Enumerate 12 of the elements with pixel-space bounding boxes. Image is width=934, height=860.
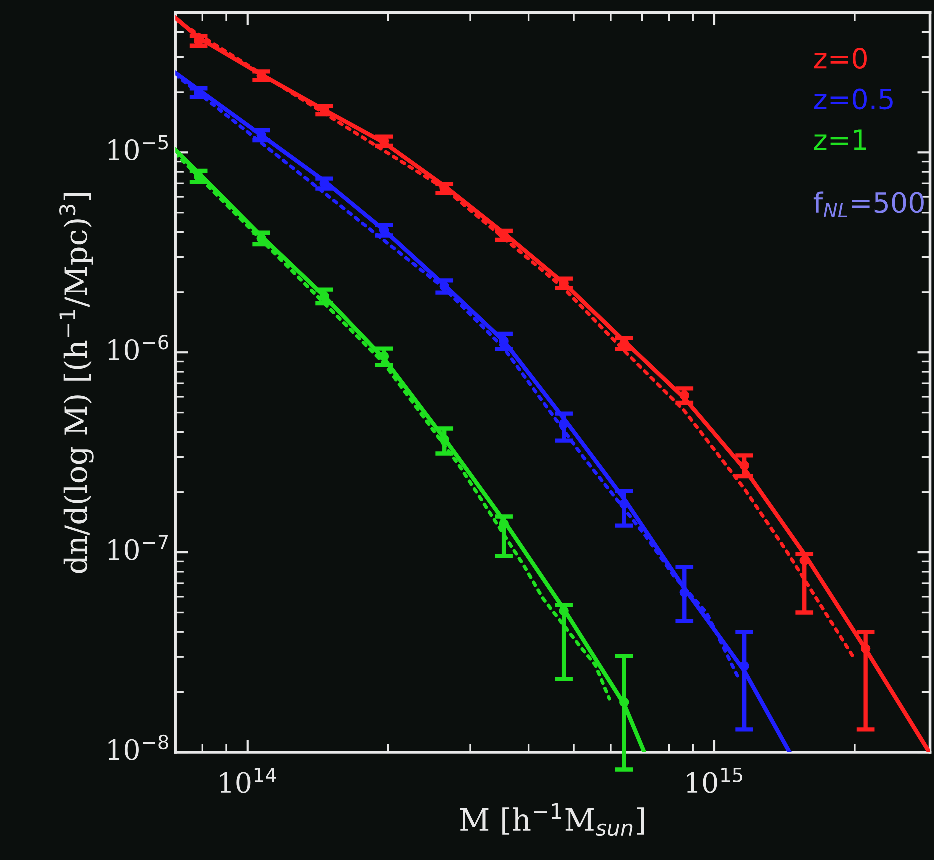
x-tick-label: 10$^{15}$ [687, 768, 742, 794]
y-tick-label: 10$^{−6}$ [108, 334, 169, 360]
y-axis-title: dn/d(log M) [(h$^{−1}$/Mpc)$^{3}$] [60, 193, 94, 574]
y-tick-label: 10$^{−7}$ [108, 535, 168, 560]
annotation: f$_{NL}$=500 [814, 192, 924, 218]
text: z=0.5 [814, 88, 893, 110]
x-axis-title: M [h$^{−1}$M$_{sun}$] [460, 804, 644, 836]
text: z=0 [814, 48, 867, 70]
x-tick-label: 10$^{14}$ [220, 768, 276, 794]
text: z=1 [814, 130, 866, 150]
y-tick-label: 10$^{−5}$ [108, 135, 168, 161]
y-tick-label: 10$^{−8}$ [108, 734, 168, 760]
